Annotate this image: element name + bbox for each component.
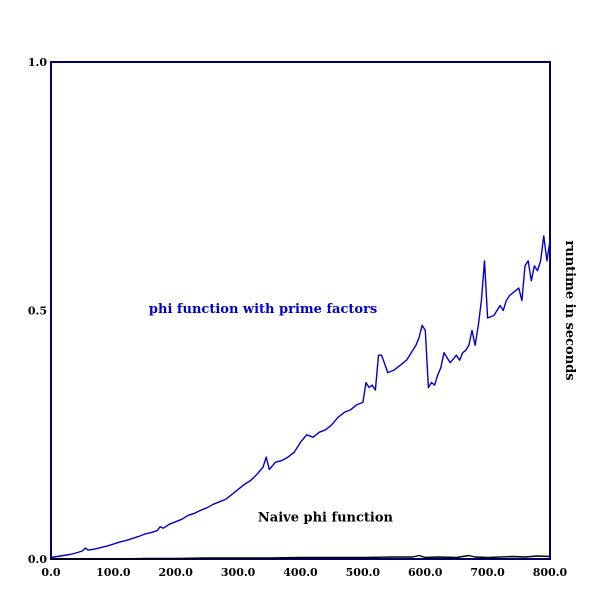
x-tick-label: 700.0: [470, 566, 505, 579]
y-axis-title: runtime in seconds: [562, 240, 577, 380]
series-lines: [50, 235, 551, 560]
series-label-naive: Naive phi function: [258, 511, 394, 526]
x-tick-label: 100.0: [96, 566, 131, 579]
series-label-prime-factors: phi function with prime factors: [149, 302, 377, 317]
x-tick-label: 500.0: [346, 566, 381, 579]
plot-frame: [50, 61, 551, 560]
y-tick-label: 0.5: [28, 305, 47, 318]
x-tick-label: 800.0: [533, 566, 568, 579]
y-tick-label: 1.0: [28, 56, 47, 69]
series-line-naive: [51, 554, 551, 560]
x-tick-label: 600.0: [408, 566, 443, 579]
y-tick-label: 0.0: [28, 553, 47, 566]
x-tick-label: 400.0: [283, 566, 318, 579]
x-tick-label: 300.0: [221, 566, 256, 579]
axis-ticks: 0.0 100.0 200.0 300.0 400.0 500.0 600.0 700.0 80…: [28, 56, 568, 579]
x-tick-label: 200.0: [159, 566, 194, 579]
x-tick-label: 0.0: [41, 566, 60, 579]
series-line-prime-factors: [50, 235, 551, 559]
